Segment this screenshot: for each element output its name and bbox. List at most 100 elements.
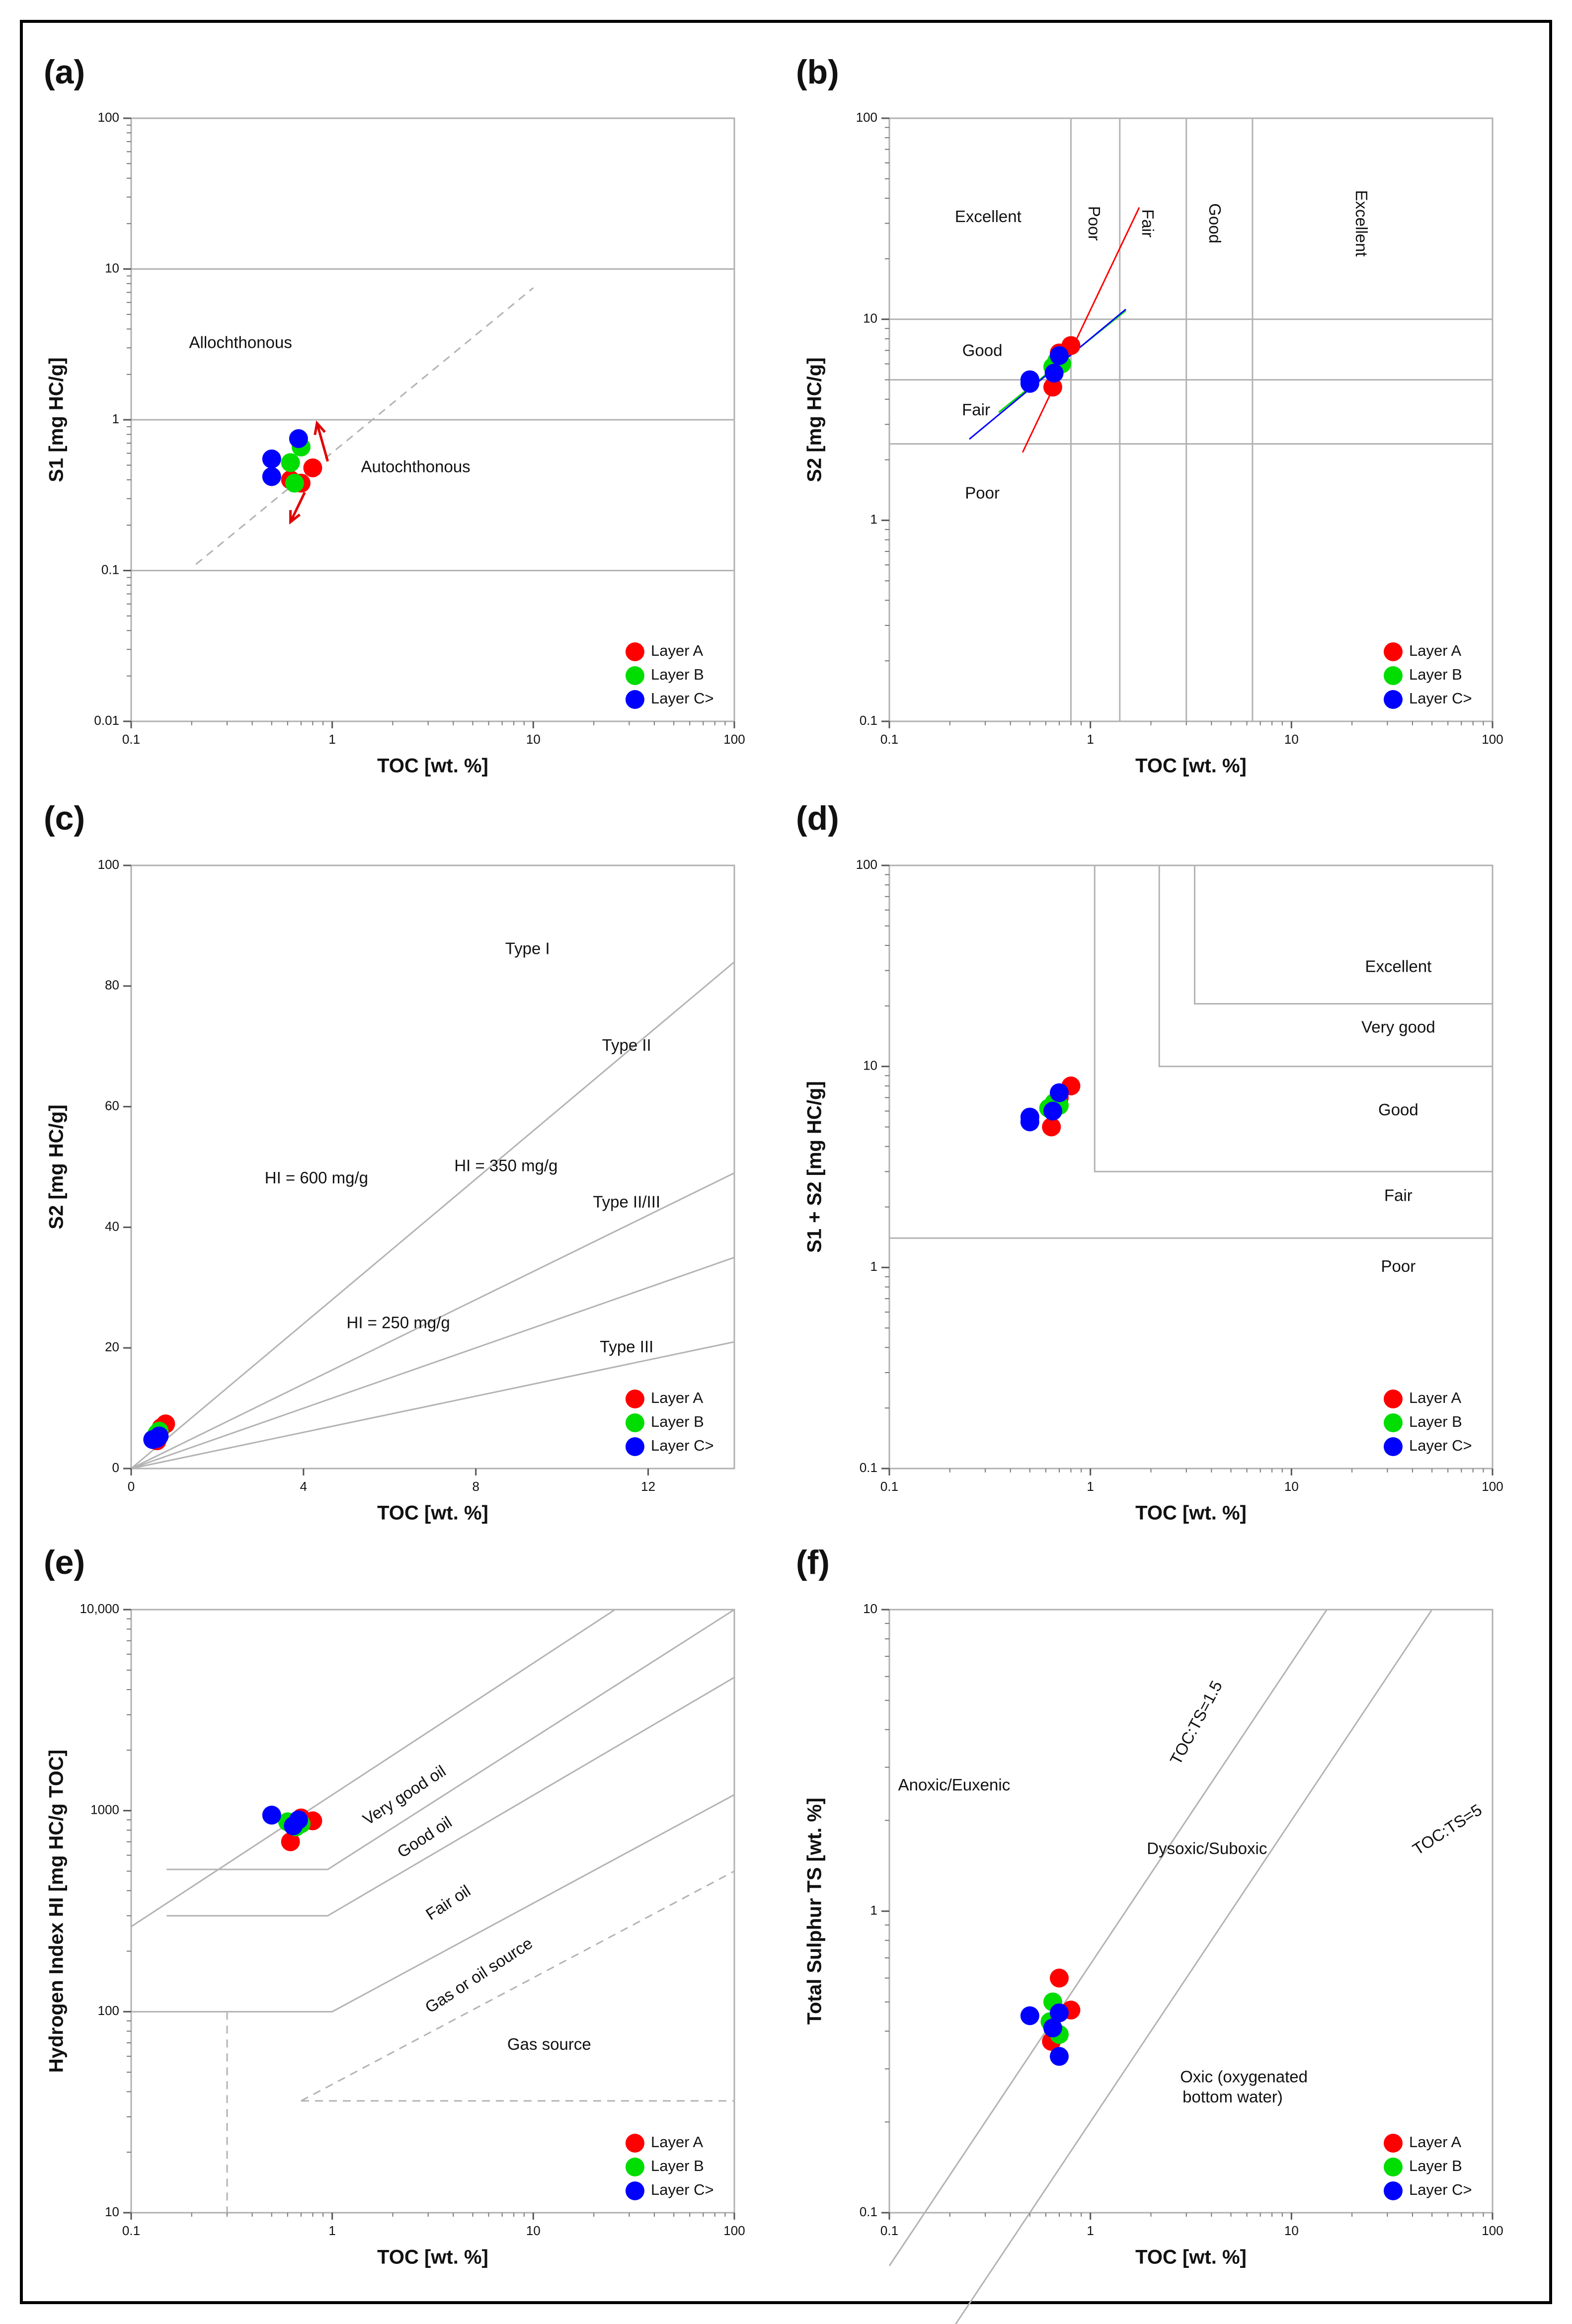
x-tick-label: 0 xyxy=(128,1479,135,1494)
legend-label: Layer C> xyxy=(1409,690,1472,707)
annotation: Gas or oil source xyxy=(422,1934,536,2016)
chart-panel-c: (c) 0 4 8 12 0 20 40 60 80 100 TOC [wt. %] S2 [mg HC… xyxy=(44,799,735,1524)
panel-label-f: (f) xyxy=(796,1544,830,1581)
allochthonous-boundary-line xyxy=(195,287,534,565)
y-axis-label: S1 + S2 [mg HC/g] xyxy=(804,1081,826,1253)
hi-line xyxy=(131,961,735,1470)
y-tick-label: 20 xyxy=(105,1339,119,1354)
data-points-f xyxy=(1020,1968,1081,2066)
y-tick-label: 1000 xyxy=(90,1802,119,1817)
legend-label: Layer B xyxy=(1409,666,1462,683)
data-point-layer-c xyxy=(1020,1112,1039,1132)
y-tick-label: 0.1 xyxy=(860,2204,877,2219)
y-tick-label: 0.1 xyxy=(860,1460,877,1475)
annotation: Autochthonous xyxy=(361,457,471,475)
annotation: Poor xyxy=(965,483,1000,502)
legend-marker xyxy=(1384,1390,1403,1408)
x-axis-label: TOC [wt. %] xyxy=(1135,755,1247,777)
data-point-layer-c xyxy=(1049,1083,1069,1102)
y-tick-label: 100 xyxy=(856,857,877,872)
y-tick-label: 0.1 xyxy=(860,713,877,728)
legend-marker xyxy=(1384,642,1403,661)
panel-label-b: (b) xyxy=(796,53,839,91)
data-point-layer-c xyxy=(1020,370,1039,389)
y-tick-label: 80 xyxy=(105,978,119,993)
plot-frame-d xyxy=(888,864,1493,1470)
x-tick-label: 0.1 xyxy=(880,1479,898,1494)
annotation: Good xyxy=(1206,203,1224,243)
legend-marker xyxy=(1384,2134,1403,2153)
axis-ticks-f: 0.1 1 10 100 0.1 1 10 xyxy=(860,1601,1503,2238)
x-axis-label: TOC [wt. %] xyxy=(377,1502,488,1524)
data-point-layer-c xyxy=(262,467,281,486)
hi-line xyxy=(131,1256,735,1470)
legend-e: Layer A Layer B Layer C> xyxy=(626,2133,714,2200)
y-tick-label: 1 xyxy=(112,411,119,426)
boundary-gas-oil xyxy=(131,1794,735,2013)
legend-label: Layer A xyxy=(1409,1389,1461,1406)
annotation: Fair xyxy=(1384,1186,1413,1205)
annotation: Type II xyxy=(602,1036,651,1054)
y-tick-label: 1 xyxy=(870,1903,877,1918)
annotations-a: Allochthonous Autochthonous xyxy=(189,333,471,475)
y-axis-label: S2 [mg HC/g] xyxy=(804,357,826,482)
x-tick-label: 10 xyxy=(526,732,541,747)
x-tick-label: 1 xyxy=(1087,1479,1094,1494)
data-point-layer-c xyxy=(1049,346,1069,365)
legend-label: Layer A xyxy=(651,1389,703,1406)
legend-marker xyxy=(626,2181,644,2200)
toc-ts-line xyxy=(888,1609,1328,2266)
legend-marker xyxy=(626,1413,644,1432)
x-axis-label: TOC [wt. %] xyxy=(1135,1502,1247,1524)
data-point-layer-c xyxy=(1043,1101,1062,1121)
annotation: Excellent xyxy=(1352,190,1371,257)
data-point-layer-c xyxy=(262,1805,281,1825)
annotation: Fair xyxy=(1139,209,1157,237)
y-tick-label: 0.01 xyxy=(94,713,119,728)
x-axis-label: TOC [wt. %] xyxy=(377,755,488,777)
legend-label: Layer A xyxy=(651,2133,703,2151)
legend-label: Layer C> xyxy=(1409,1437,1472,1454)
class-boundary-good xyxy=(1094,865,1493,1172)
data-points-d xyxy=(1020,1076,1081,1137)
annotation: TOC:TS=1.5 xyxy=(1166,1678,1226,1768)
y-tick-label: 60 xyxy=(105,1098,119,1113)
legend-label: Layer C> xyxy=(651,2181,714,2198)
y-tick-label: 1 xyxy=(870,1259,877,1274)
annotation: Excellent xyxy=(955,207,1022,226)
panel-label-a: (a) xyxy=(44,53,85,91)
annotation: Gas source xyxy=(507,2035,591,2053)
legend-marker xyxy=(626,1437,644,1456)
annotation: Fair oil xyxy=(422,1881,473,1924)
plot-frame-e xyxy=(130,1609,735,2214)
data-point-layer-c xyxy=(289,429,308,448)
plot-frame-c xyxy=(130,864,735,1470)
legend-label: Layer B xyxy=(1409,1413,1462,1430)
annotation: Type III xyxy=(600,1337,653,1356)
y-tick-label: 10 xyxy=(863,1601,877,1616)
chart-panel-d: (d) 0.1 1 10 100 0.1 1 10 100 TOC [wt. %] S1 + S2 … xyxy=(796,799,1503,1524)
chart-panel-e: (e) 0.1 1 10 100 10 100 1000 10,000 TOC [wt. %] Hy… xyxy=(44,1544,745,2268)
legend-marker xyxy=(626,690,644,709)
data-point-layer-c xyxy=(284,1816,303,1836)
x-tick-label: 100 xyxy=(1482,1479,1503,1494)
x-tick-label: 10 xyxy=(1284,2223,1299,2238)
legend-label: Layer B xyxy=(651,2157,704,2174)
axis-ticks-e: 0.1 1 10 100 10 100 1000 10,000 xyxy=(79,1601,745,2238)
annotation: Good xyxy=(1378,1100,1418,1119)
y-tick-label: 40 xyxy=(105,1219,119,1234)
legend-label: Layer B xyxy=(1409,2157,1462,2174)
data-point-layer-a xyxy=(1042,1117,1061,1137)
legend-label: Layer B xyxy=(651,1413,704,1430)
data-point-layer-b xyxy=(285,473,304,493)
y-tick-label: 100 xyxy=(98,857,119,872)
boundary-fair-oil xyxy=(166,1677,735,1917)
arrow-up-left-head xyxy=(289,510,301,525)
figure-border xyxy=(20,20,1552,2304)
legend-a: Layer A Layer B Layer C> xyxy=(626,642,714,709)
x-tick-label: 10 xyxy=(1284,732,1299,747)
